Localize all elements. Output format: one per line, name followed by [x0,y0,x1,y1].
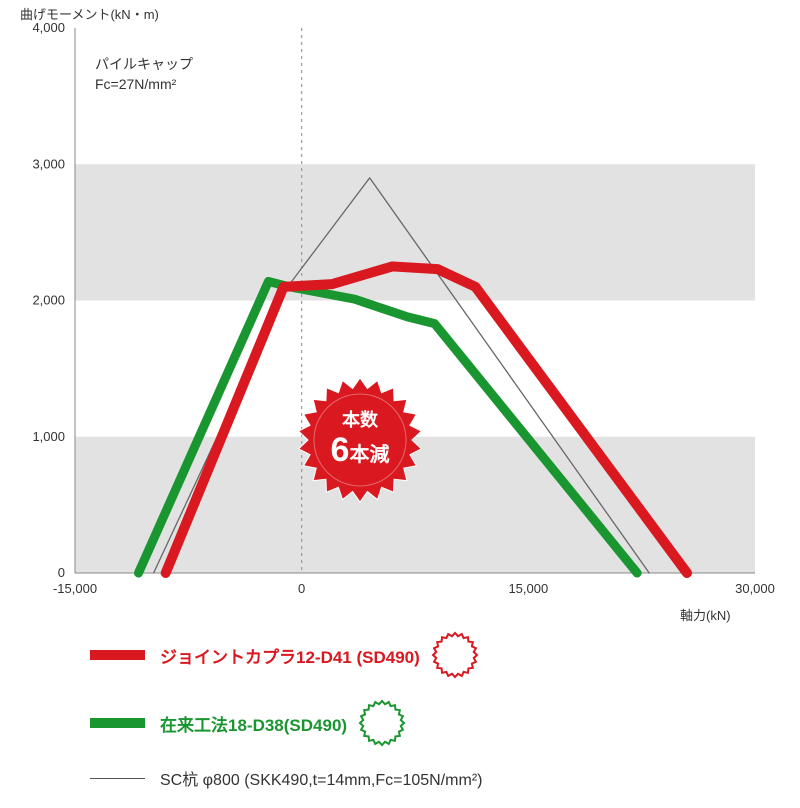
legend-swatch-green [90,718,145,728]
legend-row-green: 在来工法18-D38(SD490) [90,698,483,748]
badge-text: 本数 6本減 [331,410,390,470]
badge-line1: 本数 [331,410,390,431]
svg-text:-15,000: -15,000 [53,581,97,596]
legend-swatch-red [90,650,145,660]
legend-row-red: ジョイントカプラ12-D41 (SD490) [90,630,483,680]
svg-text:2,000: 2,000 [32,293,65,308]
svg-text:3,000: 3,000 [32,156,65,171]
svg-text:0: 0 [298,581,305,596]
legend: ジョイントカプラ12-D41 (SD490) 在来工法18-D38(SD490)… [90,630,483,808]
svg-text:30,000: 30,000 [735,581,775,596]
legend-label-green: 在来工法18-D38(SD490) [160,711,347,736]
svg-text:15,000: 15,000 [508,581,548,596]
x-axis-title: 軸力(kN) [680,605,731,624]
legend-swatch-thin [90,778,145,779]
reduction-badge: 本数 6本減 [295,375,425,505]
badge-line2: 6本減 [331,431,390,470]
legend-row-thin: SC杭 φ800 (SKK490,t=14mm,Fc=105N/mm²) [90,766,483,790]
mn-interaction-chart: 曲げモーメント(kN・m) パイルキャップ Fc=27N/mm² 01,0002… [0,0,800,768]
gear-icon-red [430,630,480,680]
legend-label-red: ジョイントカプラ12-D41 (SD490) [160,643,420,668]
legend-label-thin: SC杭 φ800 (SKK490,t=14mm,Fc=105N/mm²) [160,766,483,790]
svg-text:4,000: 4,000 [32,20,65,35]
svg-text:0: 0 [58,565,65,580]
gear-icon-green [357,698,407,748]
plot-svg: 01,0002,0003,0004,000-15,000015,00030,00… [0,0,800,620]
svg-text:1,000: 1,000 [32,429,65,444]
